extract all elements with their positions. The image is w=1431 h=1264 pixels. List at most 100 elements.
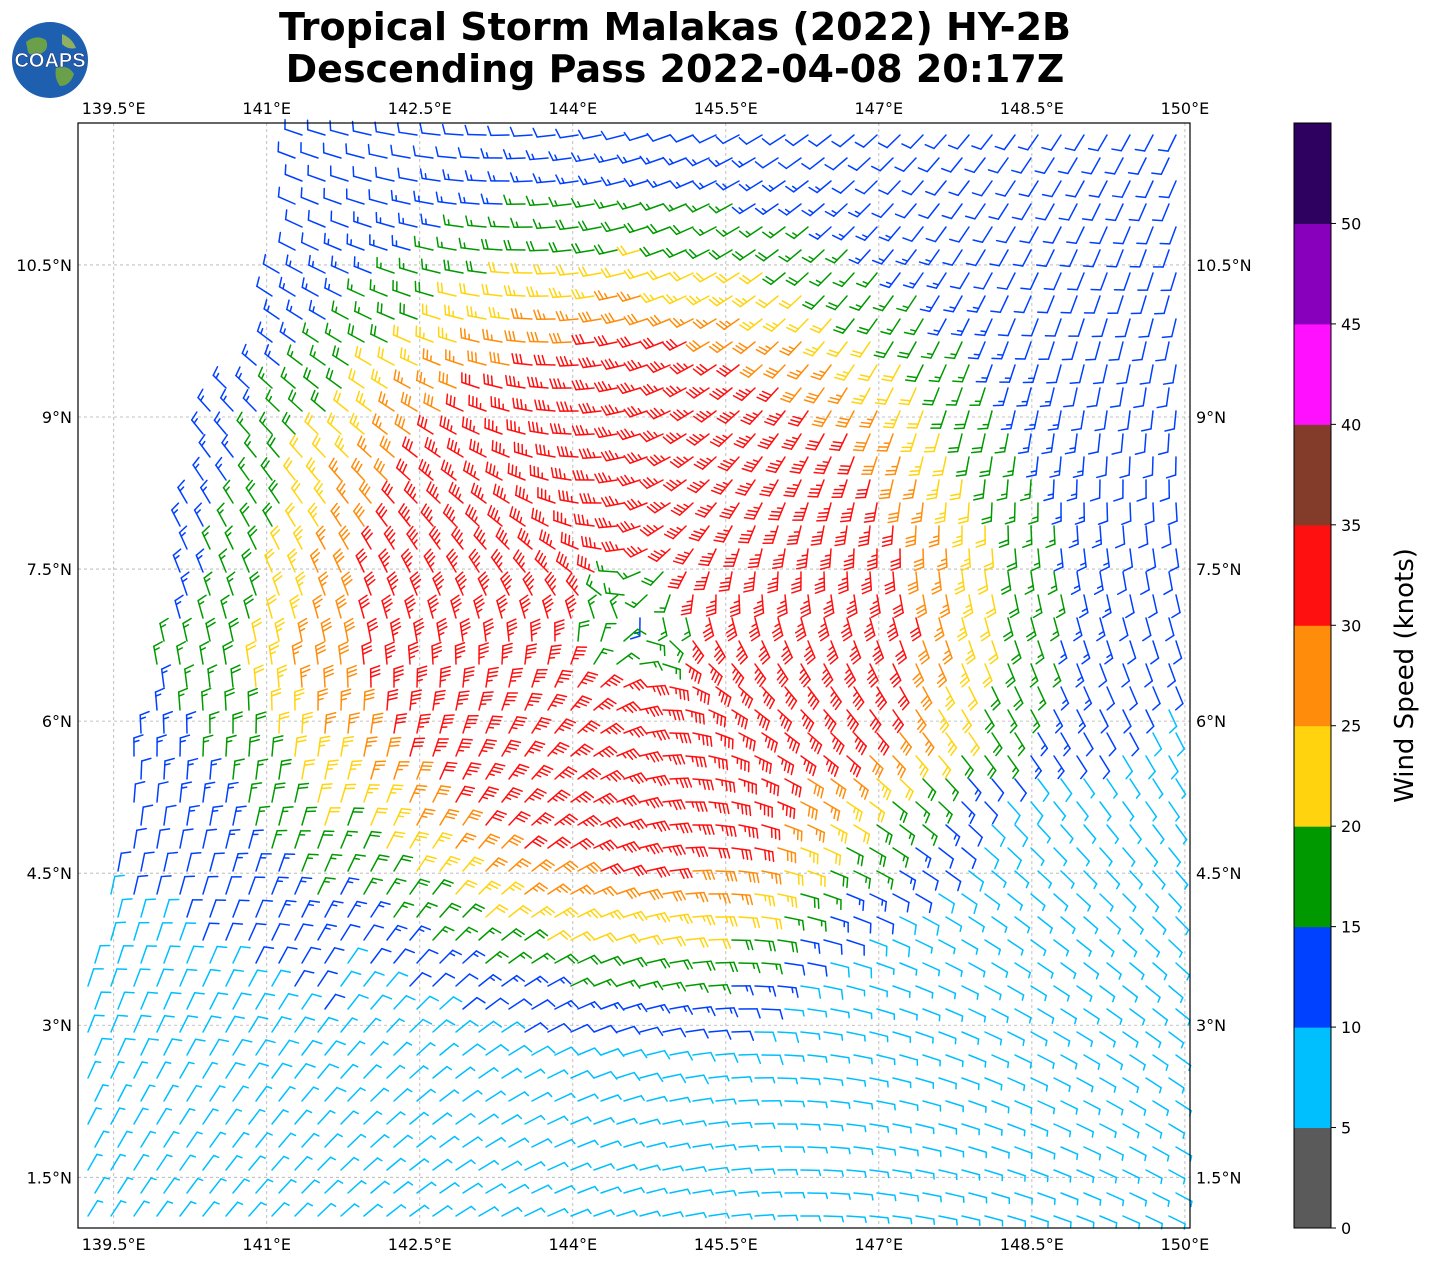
wind-barb-feather — [670, 509, 681, 516]
wind-barb-feather — [363, 571, 373, 579]
wind-barb-shaft — [652, 272, 671, 281]
wind-barb-half-feather — [614, 361, 619, 368]
wind-barb — [875, 686, 888, 711]
wind-barb — [794, 617, 807, 642]
wind-barb-half-feather — [310, 467, 316, 474]
wind-barb-feather — [539, 529, 543, 541]
wind-barb — [279, 321, 296, 343]
wind-barb-feather — [980, 630, 990, 638]
wind-barb — [1159, 226, 1177, 245]
wind-barb-feather — [281, 411, 288, 422]
wind-barb-shaft — [303, 376, 319, 389]
wind-barb-feather — [957, 520, 969, 525]
wind-barb-feather — [777, 608, 788, 614]
wind-barb — [1030, 548, 1041, 572]
wind-barb-feather — [198, 434, 206, 444]
wind-barb-feather — [829, 396, 841, 401]
wind-barb-feather — [243, 434, 251, 444]
wind-barb-feather — [975, 539, 986, 544]
wind-barb — [669, 180, 694, 189]
wind-barb-feather — [1011, 169, 1022, 174]
wind-barb-feather — [662, 389, 671, 398]
wind-barb-shaft — [910, 180, 924, 196]
wind-barb — [996, 479, 1009, 501]
wind-barb-feather — [863, 626, 874, 634]
wind-barb-feather — [902, 237, 913, 242]
wind-barb-feather — [785, 693, 793, 704]
wind-barb — [266, 594, 277, 619]
wind-barb-feather — [270, 692, 282, 697]
wind-barb-half-feather — [542, 313, 546, 320]
wind-barb-feather — [1161, 335, 1173, 339]
wind-barb — [484, 417, 503, 435]
wind-barb-shaft — [822, 456, 832, 475]
wind-barb — [448, 481, 464, 504]
wind-barb-shaft — [384, 645, 388, 665]
wind-barb-feather — [400, 506, 408, 516]
wind-barb-feather — [172, 548, 182, 557]
wind-barb — [1064, 134, 1085, 152]
wind-barb-feather — [735, 491, 746, 496]
wind-barb-half-feather — [653, 431, 659, 438]
wind-barb-feather — [247, 483, 256, 492]
wind-barb-feather — [533, 354, 538, 366]
wind-barb-half-feather — [409, 702, 417, 705]
wind-barb-feather — [587, 594, 597, 602]
wind-barb-half-feather — [525, 494, 529, 502]
wind-barb — [965, 249, 986, 267]
wind-barb-feather — [251, 617, 262, 625]
wind-barb-feather — [990, 310, 1002, 314]
wind-barb-feather — [160, 664, 171, 670]
wind-barb — [459, 618, 471, 642]
wind-barb-feather — [587, 671, 599, 676]
wind-barb — [957, 502, 970, 525]
wind-barb-feather — [903, 493, 915, 496]
wind-barb-feather — [899, 698, 908, 707]
wind-barb-feather — [552, 287, 558, 298]
wind-barb-feather — [1037, 702, 1047, 711]
wind-barb-feather — [840, 515, 852, 519]
wind-barb-shaft — [444, 268, 464, 274]
wind-barb-shaft — [812, 387, 825, 404]
wind-barb-feather — [608, 495, 615, 506]
wind-barb — [1138, 318, 1154, 338]
wind-barb-shaft — [357, 444, 372, 458]
wind-barb-half-feather — [683, 363, 689, 369]
wind-barb-feather — [992, 702, 1001, 711]
wind-barb-shaft — [622, 525, 641, 533]
wind-barb — [685, 203, 710, 213]
wind-barb-shaft — [676, 318, 694, 328]
wind-barb — [555, 355, 579, 367]
wind-barb-feather — [368, 625, 379, 632]
wind-barb-feather — [277, 186, 281, 198]
wind-barb — [378, 548, 391, 573]
wind-barb-feather — [801, 163, 811, 170]
wind-barb — [343, 617, 356, 642]
wind-barb-shaft — [886, 433, 894, 452]
wind-barb-shaft — [858, 295, 871, 311]
wind-barb-feather — [283, 457, 290, 467]
wind-barb — [1151, 157, 1170, 176]
wind-barb — [1114, 318, 1131, 338]
wind-barb-shaft — [399, 312, 418, 320]
wind-barb-shaft — [1011, 456, 1016, 476]
wind-barb — [159, 617, 169, 642]
wind-barb-feather — [1081, 171, 1092, 175]
wind-barb-feather — [423, 506, 430, 517]
wind-barb-feather — [448, 509, 455, 520]
wind-barb-shaft — [336, 488, 349, 504]
wind-barb-feather — [918, 649, 928, 658]
wind-barb-feather — [1138, 543, 1149, 549]
wind-barb-feather — [1167, 520, 1178, 526]
wind-barb-shaft — [1129, 640, 1137, 659]
wind-barb-feather — [698, 712, 701, 724]
wind-barb-feather — [749, 630, 760, 638]
wind-barb — [462, 715, 479, 734]
wind-barb — [286, 344, 303, 366]
wind-barb — [1145, 709, 1155, 734]
wind-barb — [646, 179, 671, 188]
wind-barb — [801, 157, 825, 170]
wind-barb-feather — [1069, 381, 1081, 384]
wind-barb-feather — [507, 239, 512, 251]
wind-barb-shaft — [747, 318, 763, 331]
